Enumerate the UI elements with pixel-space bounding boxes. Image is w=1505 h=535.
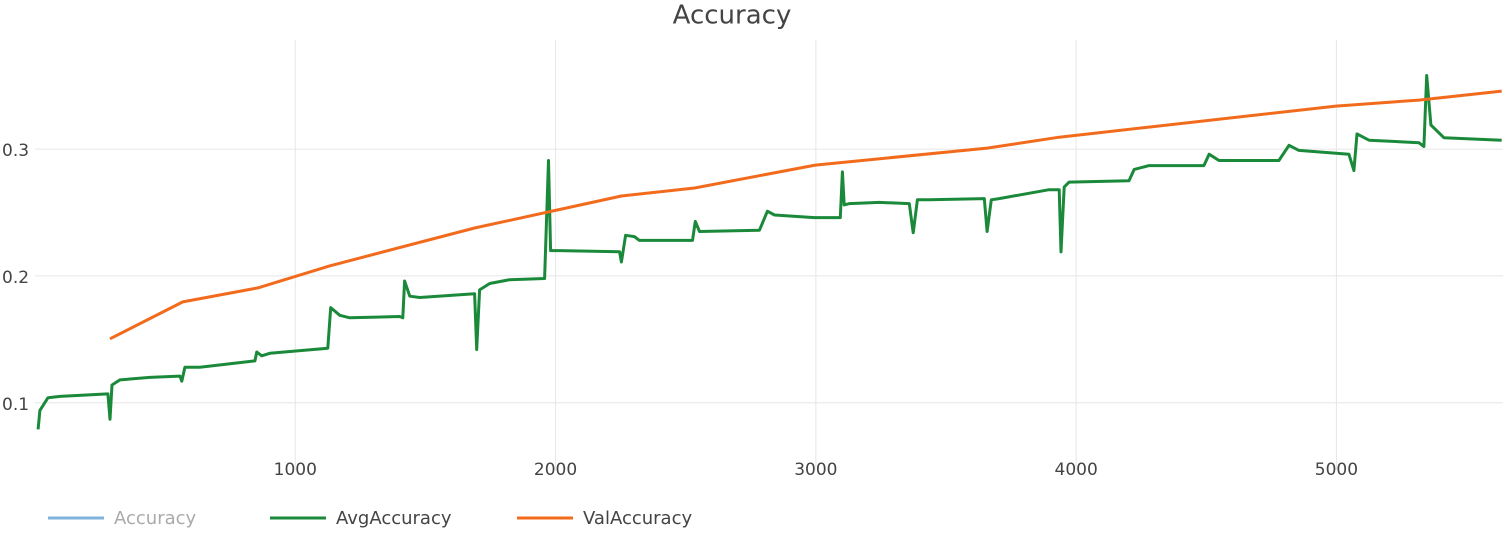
line [109,89,1502,341]
legend-label: AvgAccuracy [336,508,452,529]
x-tick-label: 3000 [794,460,837,480]
x-tick-label: 4000 [1055,460,1098,480]
y-tick-label: 0.3 [2,141,29,161]
chart-title: Accuracy [673,1,792,31]
y-tick-label: 0.2 [2,268,29,288]
y-tick-label: 0.1 [2,395,29,415]
legend-label: Accuracy [114,508,197,529]
legend-label: ValAccuracy [583,508,692,529]
x-tick-label: 2000 [534,460,577,480]
x-tick-label: 1000 [274,460,317,480]
line [36,74,1502,430]
x-tick-label: 5000 [1315,460,1358,480]
